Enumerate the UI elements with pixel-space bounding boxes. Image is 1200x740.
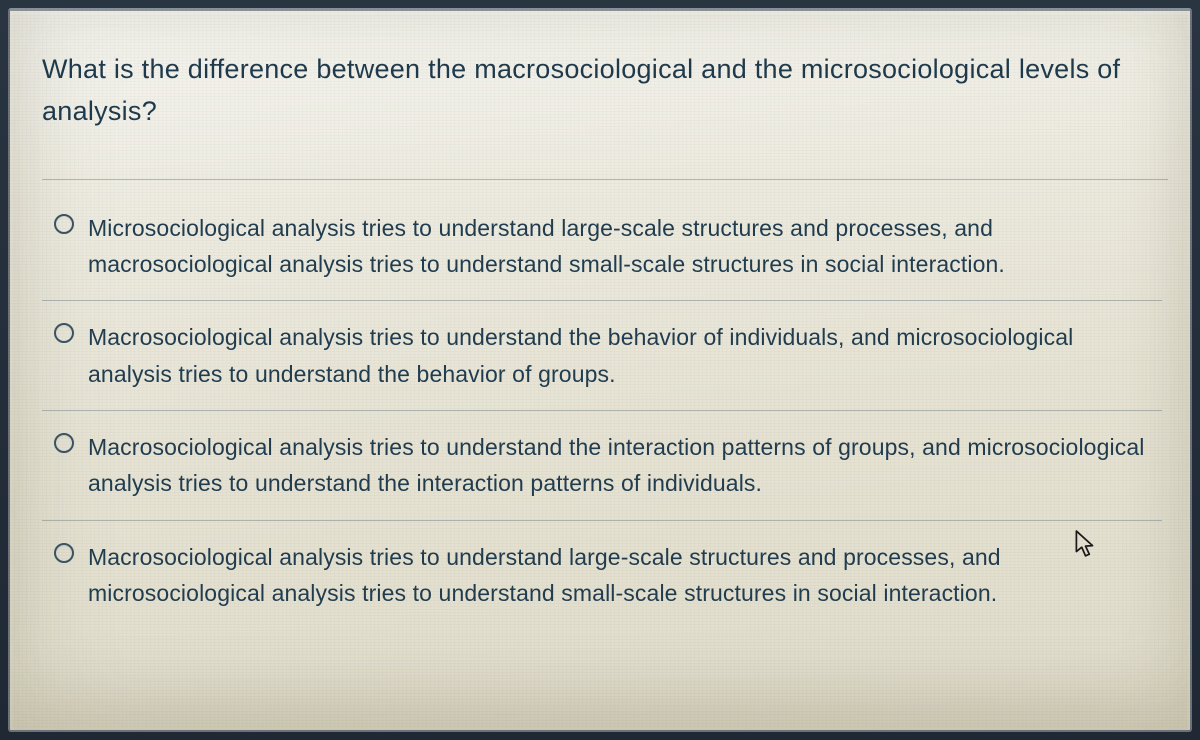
radio-icon[interactable] bbox=[54, 323, 74, 343]
quiz-panel: What is the difference between the macro… bbox=[8, 8, 1192, 732]
question-text: What is the difference between the macro… bbox=[42, 49, 1168, 133]
radio-icon[interactable] bbox=[54, 543, 74, 563]
options-list: Microsociological analysis tries to unde… bbox=[42, 192, 1168, 630]
radio-icon[interactable] bbox=[54, 433, 74, 453]
option-text: Macrosociological analysis tries to unde… bbox=[88, 319, 1158, 392]
option-row[interactable]: Macrosociological analysis tries to unde… bbox=[42, 301, 1162, 411]
option-text: Microsociological analysis tries to unde… bbox=[88, 210, 1158, 283]
question-separator bbox=[42, 179, 1168, 180]
option-row[interactable]: Macrosociological analysis tries to unde… bbox=[42, 411, 1162, 521]
option-text: Macrosociological analysis tries to unde… bbox=[88, 539, 1158, 612]
option-row[interactable]: Macrosociological analysis tries to unde… bbox=[42, 521, 1162, 630]
radio-icon[interactable] bbox=[54, 214, 74, 234]
option-text: Macrosociological analysis tries to unde… bbox=[88, 429, 1158, 502]
option-row[interactable]: Microsociological analysis tries to unde… bbox=[42, 192, 1162, 302]
